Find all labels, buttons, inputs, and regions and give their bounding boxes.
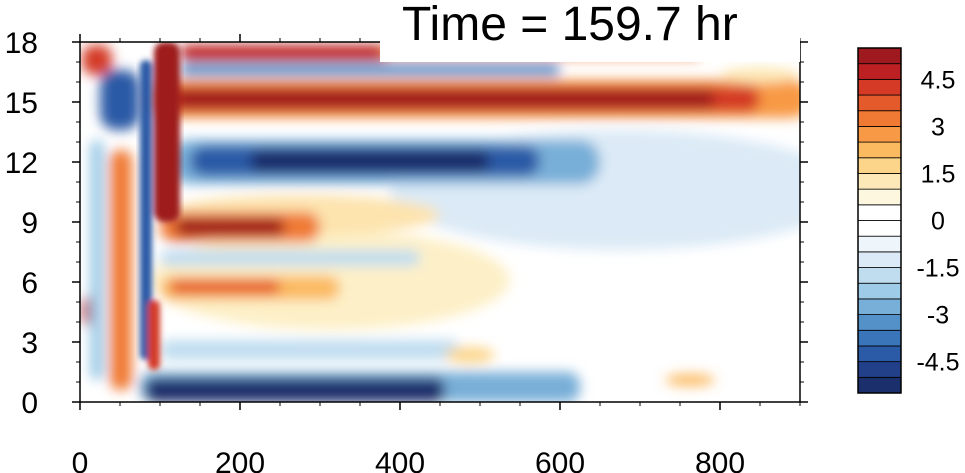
colorbar-box-3 [857,329,902,347]
colorbar-frame [857,47,902,394]
colorbar-box-2 [857,345,902,363]
x-axis: 0 200 400 600 800 [72,34,801,473]
colorbar-box-5 [857,298,902,315]
mid-positive-band-core [175,218,285,236]
y-tick-label-3: 9 [21,207,38,240]
colorbar-label-2: 1.5 [921,160,956,188]
y-tick-label-1: 3 [21,327,38,360]
colorbar-box-21 [857,47,902,65]
colorbar-box-16 [857,126,902,143]
colorbar-box-0 [857,376,902,394]
chart-title: Time = 159.7 hr [402,0,738,51]
bottom-right-patch [665,374,715,386]
colorbar-box-1 [857,361,902,378]
colorbar-label-6: -4.5 [916,349,959,377]
colorbar-box-8 [857,251,902,268]
bottom-negative-band-core [145,378,445,402]
colorbar-box-18 [857,94,902,112]
left-positive-patch [82,45,112,75]
left-negative-column [90,140,104,380]
x-tick-label-4: 800 [695,447,745,473]
title-background [380,0,800,62]
vertical-positive-front-low [148,300,160,370]
x-tick-label-1: 200 [215,447,265,473]
x-tick-label-0: 0 [72,447,89,473]
y-axis: 0 3 6 9 12 15 18 [5,27,808,420]
colorbar-label-0: 4.5 [921,66,956,94]
upper-positive-band-core [175,90,715,108]
y-tick-label-0: 0 [21,387,38,420]
colorbar-label-1: 3 [931,113,945,141]
colorbar-box-12 [857,188,902,206]
colorbar-label-3: 0 [931,208,945,236]
x-tick-label-2: 400 [375,447,425,473]
colorbar-label-5: -3 [927,302,949,330]
colorbar-box-11 [857,204,902,221]
y-tick-label-5: 15 [5,87,38,120]
colorbar-box-10 [857,220,902,237]
x-tick-label-3: 600 [535,447,585,473]
title-group: Time = 159.7 hr [380,0,800,62]
colorbar-box-6 [857,282,902,300]
y-tick-label-4: 12 [5,147,38,180]
colorbar-box-13 [857,173,902,190]
colorbar-box-15 [857,141,902,159]
colorbar-box-20 [857,63,902,80]
colorbar-box-14 [857,157,902,174]
low-negative-strip [160,340,460,360]
colorbar-box-9 [857,235,902,253]
top-negative-strip [180,64,560,76]
colorbar: 4.5 3 1.5 0 -1.5 -3 -4.5 [857,47,960,394]
vertical-negative-front [140,60,152,360]
colorbar-box-4 [857,314,902,331]
colorbar-label-4: -1.5 [916,255,959,283]
left-negative-patch [100,70,140,130]
top-positive-strip [180,45,390,61]
vertical-positive-front [154,42,180,222]
left-positive-column [110,150,132,390]
top-right-patch [720,67,800,83]
mid-negative-strip [160,250,420,266]
plot-area [79,41,801,403]
upper-negative-band-core [250,150,490,172]
y-tick-label-6: 18 [5,27,38,60]
colorbar-box-17 [857,110,902,127]
heatmap-field [82,42,800,402]
colorbar-box-19 [857,78,902,96]
colorbar-box-7 [857,267,902,284]
y-tick-label-2: 6 [21,267,38,300]
bottom-mid-patch [445,347,495,363]
lower-positive-band-core [170,280,280,294]
